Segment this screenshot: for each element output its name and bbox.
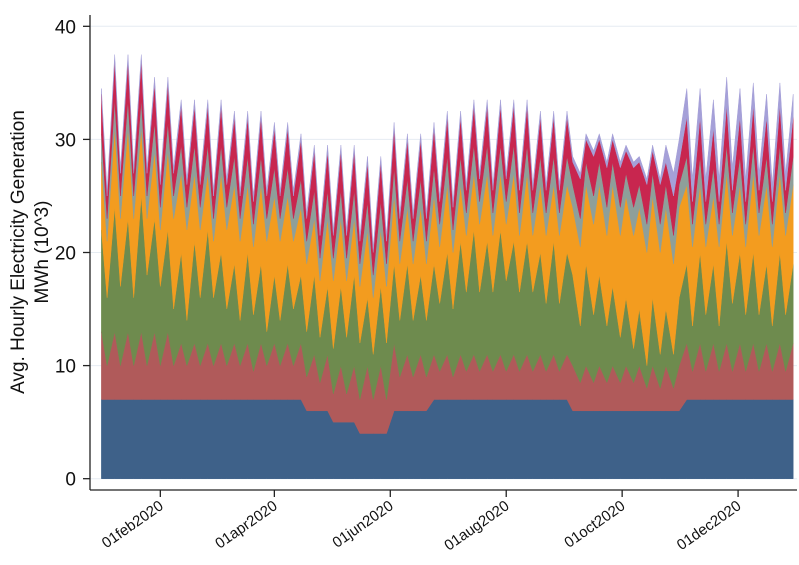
- area: [101, 399, 794, 479]
- y-tick-label: 20: [55, 244, 76, 265]
- x-tick-label: 01dec2020: [674, 497, 745, 554]
- y-tick-label: 30: [55, 130, 76, 151]
- x-tick-label: 01aug2020: [441, 497, 512, 554]
- y-tick-label: 0: [65, 470, 76, 491]
- x-tick-label: 01apr2020: [212, 497, 281, 552]
- area: [101, 54, 794, 253]
- x-tick-label: 01feb2020: [99, 497, 167, 552]
- x-tick-label: 01jun2020: [329, 497, 396, 551]
- plot-area: [101, 54, 794, 479]
- y-axis-label: Avg. Hourly Electricity Generation: [8, 110, 29, 394]
- y-axis-label: MWh (10^3): [32, 201, 53, 304]
- y-tick-label: 40: [55, 17, 76, 38]
- x-tick-label: 01oct2020: [561, 497, 628, 551]
- y-tick-label: 10: [55, 357, 76, 378]
